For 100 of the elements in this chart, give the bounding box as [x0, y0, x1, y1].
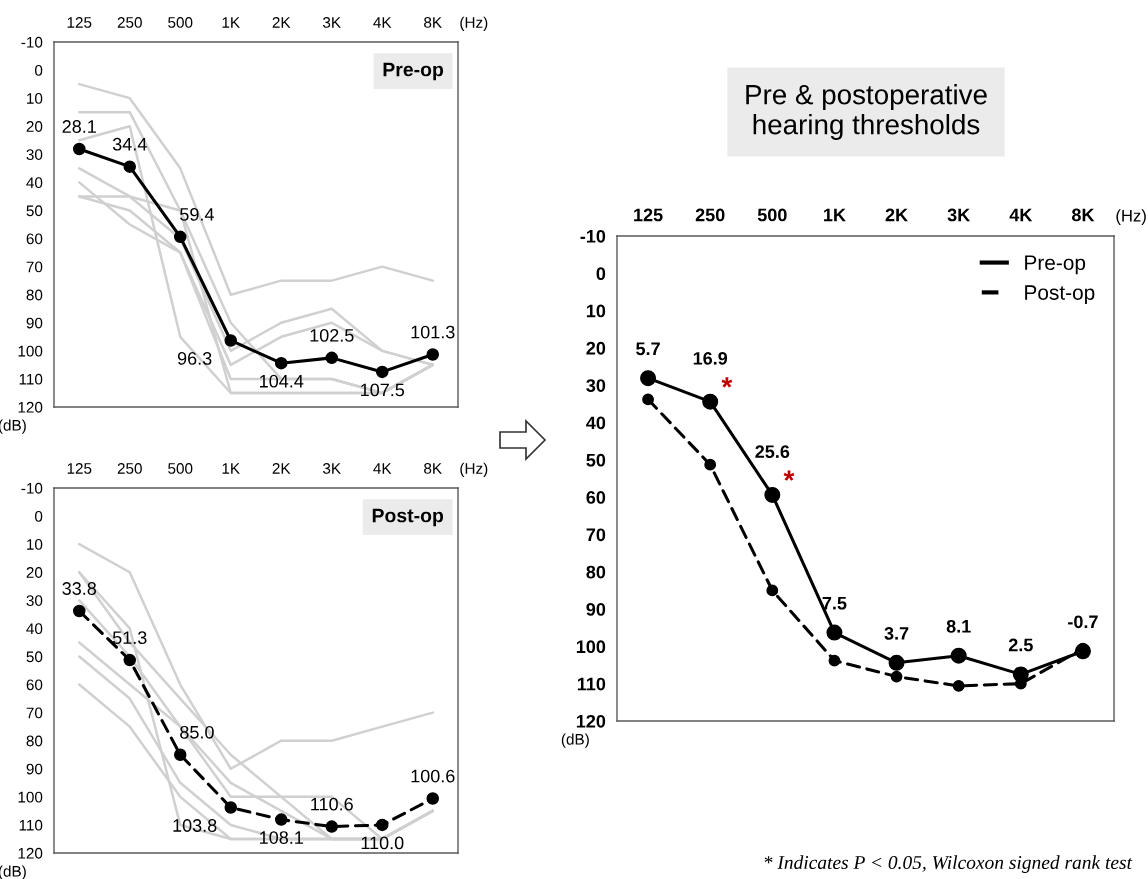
- y-tick-label: 70: [26, 261, 43, 273]
- data-label: 110.0: [361, 836, 404, 850]
- annotation: -0.7: [1068, 615, 1098, 629]
- x-tick-label: 250: [695, 208, 725, 222]
- x-tick-label: 125: [67, 463, 92, 474]
- data-label: 101.3: [411, 325, 455, 339]
- x-tick-label: 3K: [947, 208, 971, 222]
- y-tick-label: 110: [19, 373, 43, 385]
- data-label: 59.4: [180, 208, 214, 221]
- y-tick-label: 90: [26, 763, 43, 775]
- annotation: 25.6: [755, 445, 790, 459]
- y-tick-label: 0: [596, 267, 606, 281]
- x-tick-label: 1K: [222, 463, 240, 474]
- x-tick-label: 500: [168, 463, 193, 474]
- y-tick-label: 30: [26, 595, 43, 606]
- annotation: 3.7: [884, 627, 909, 640]
- y-tick-label: 30: [586, 379, 606, 392]
- annotation: 2.5: [1008, 638, 1033, 652]
- y-tick-label: 70: [586, 528, 606, 542]
- x-tick-label: 8K: [424, 17, 442, 28]
- x-tick-label: 500: [168, 17, 193, 28]
- annotation: 5.7: [636, 342, 660, 356]
- y-tick-label: 40: [26, 177, 43, 189]
- annotation: 16.9: [693, 351, 728, 365]
- data-label: 110.6: [311, 797, 353, 811]
- x-tick-label: 125: [634, 208, 663, 222]
- x-tick-label: 125: [67, 17, 92, 28]
- data-label: 102.5: [310, 329, 354, 342]
- x-tick-label: 250: [117, 17, 142, 28]
- x-tick-label: 3K: [322, 17, 341, 28]
- data-label: 34.4: [112, 137, 147, 151]
- x-tick-label: 2K: [272, 17, 291, 28]
- y-tick-label: 110: [19, 819, 43, 831]
- annotation: *: [783, 470, 795, 481]
- y-tick-label: 90: [586, 603, 606, 616]
- y-tick-label: 100: [576, 640, 606, 654]
- text: * Indicates P < 0.05, Wilcoxon signed rank test: [764, 855, 1133, 873]
- y-tick-label: 60: [26, 679, 43, 691]
- y-tick-label: 0: [34, 510, 43, 522]
- y-tick-label: 10: [27, 539, 43, 550]
- y-tick-label: 70: [26, 707, 43, 719]
- y-tick-label: 100: [18, 791, 43, 803]
- data-label: 103.8: [173, 819, 217, 832]
- x-tick-label: 2K: [885, 208, 908, 222]
- x-tick-label: 1K: [222, 17, 240, 28]
- x-tick-label: 4K: [373, 463, 392, 474]
- y-tick-label: 120: [576, 714, 606, 728]
- data-label: 104.4: [260, 374, 304, 388]
- y-tick-label: 60: [586, 491, 606, 504]
- x-axis-title: (Hz): [1116, 209, 1146, 225]
- data-label: 100.6: [411, 769, 455, 783]
- y-tick-label: 20: [586, 341, 606, 355]
- y-tick-label: 20: [26, 121, 43, 132]
- data-label: 51.3: [112, 631, 147, 645]
- x-tick-label: 8K: [424, 463, 442, 474]
- y-tick-label: 40: [26, 623, 43, 635]
- x-tick-label: 1K: [824, 208, 846, 222]
- x-tick-label: 3K: [322, 463, 341, 474]
- data-label: 85.0: [180, 725, 214, 739]
- annotation: *: [721, 377, 733, 388]
- x-tick-label: 2K: [272, 463, 291, 474]
- x-tick-label: 4K: [373, 17, 392, 28]
- annotation: 8.1: [946, 619, 971, 633]
- y-tick-label: 90: [26, 317, 43, 329]
- y-tick-label: 120: [18, 847, 43, 859]
- y-tick-label: 10: [586, 304, 606, 318]
- y-tick-label: 100: [18, 345, 43, 357]
- y-tick-label: 80: [26, 735, 43, 747]
- y-tick-label: 10: [27, 93, 43, 104]
- data-label: 108.1: [260, 831, 303, 844]
- x-axis-title: (Hz): [460, 16, 488, 31]
- y-tick-label: 20: [26, 567, 43, 578]
- text: Pre-op: [383, 62, 444, 81]
- data-label: 96.3: [177, 352, 212, 365]
- y-tick-label: 40: [586, 416, 606, 430]
- x-tick-label: 8K: [1071, 208, 1095, 222]
- y-tick-label: 30: [26, 149, 43, 160]
- y-tick-label: 80: [586, 565, 606, 579]
- chart-title: Pre & postoperative hearing thresholds: [746, 84, 987, 140]
- y-tick-label: 80: [26, 289, 43, 301]
- x-tick-label: 250: [117, 463, 142, 474]
- x-tick-label: 4K: [1009, 208, 1033, 222]
- text: Post-op: [372, 508, 444, 527]
- y-tick-label: 50: [586, 453, 606, 467]
- y-tick-label: 120: [18, 401, 43, 413]
- legend-label: Pre-op: [1025, 255, 1086, 275]
- y-tick-label: 110: [577, 677, 606, 691]
- y-tick-label: -10: [21, 36, 43, 48]
- y-axis-title: (dB): [561, 733, 589, 748]
- y-tick-label: -10: [580, 229, 606, 243]
- legend-label: Post-op: [1025, 285, 1095, 305]
- data-label: 33.8: [62, 582, 97, 595]
- y-tick-label: 50: [26, 651, 43, 663]
- data-label: 28.1: [62, 120, 96, 133]
- x-axis-title: (Hz): [460, 462, 488, 477]
- y-tick-label: 50: [26, 205, 43, 217]
- data-label: 107.5: [361, 383, 405, 397]
- y-tick-label: 60: [26, 233, 43, 245]
- y-tick-label: 0: [34, 64, 43, 76]
- x-tick-label: 500: [757, 208, 787, 222]
